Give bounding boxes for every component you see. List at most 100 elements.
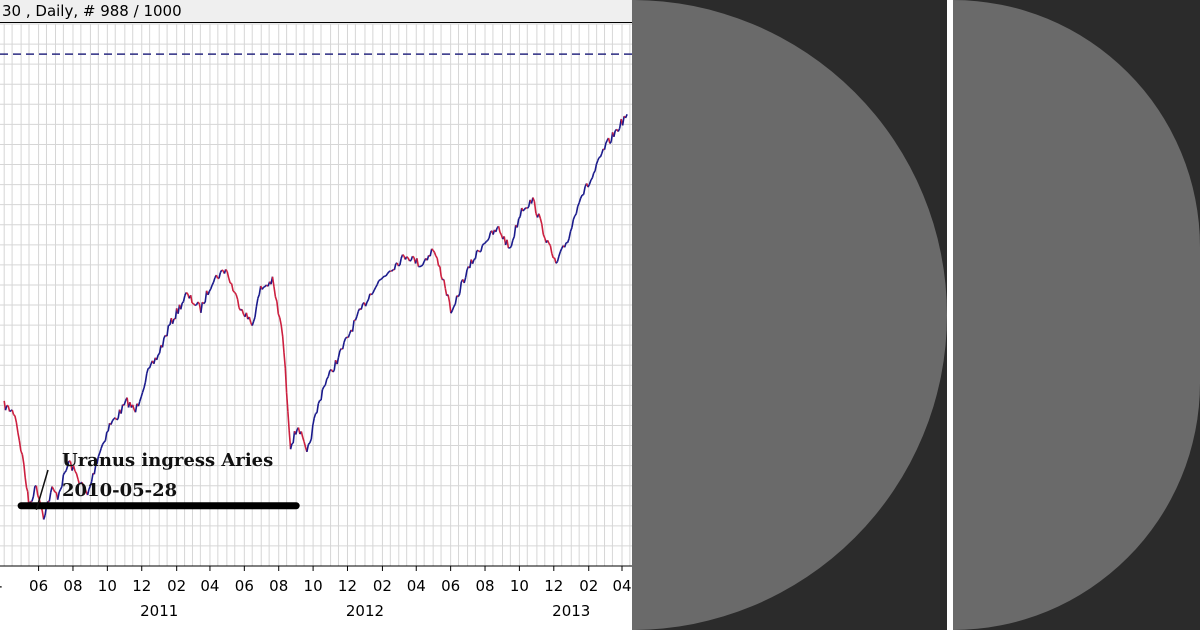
price-segment xyxy=(13,414,16,417)
price-segment xyxy=(285,392,289,412)
price-segment xyxy=(621,116,625,126)
price-segment xyxy=(499,231,503,236)
price-segment xyxy=(459,281,463,294)
price-segment xyxy=(283,352,287,369)
x-tick-label: 10 xyxy=(304,577,323,595)
price-segment xyxy=(366,299,370,303)
price-segment xyxy=(617,127,621,132)
price-segment xyxy=(393,263,397,270)
price-segment xyxy=(332,369,335,373)
price-segment xyxy=(538,213,542,219)
price-segment xyxy=(339,348,342,352)
price-segment xyxy=(72,465,76,472)
price-segment xyxy=(399,258,402,266)
chart-header-text: 30 , Daily, # 988 / 1000 xyxy=(2,2,182,20)
price-segment xyxy=(433,252,437,257)
price-segment xyxy=(303,441,307,448)
price-segment xyxy=(591,172,595,179)
price-segment xyxy=(274,296,278,302)
price-segment xyxy=(356,311,360,317)
price-segment xyxy=(598,156,601,159)
price-segment xyxy=(14,415,18,423)
price-segment xyxy=(25,487,29,492)
price-segment xyxy=(95,463,98,466)
price-segment xyxy=(351,320,355,332)
price-segment xyxy=(587,183,591,188)
price-segment xyxy=(369,293,372,296)
price-segment xyxy=(137,401,141,407)
x-tick-label: 08 xyxy=(475,577,494,595)
price-segment xyxy=(157,352,161,356)
price-segment xyxy=(230,283,234,292)
price-segment xyxy=(301,437,305,443)
price-segment xyxy=(382,275,385,278)
x-tick-label: 10 xyxy=(510,577,529,595)
price-segment xyxy=(548,242,552,247)
price-segment xyxy=(261,286,265,290)
price-segment xyxy=(219,269,223,274)
price-segment xyxy=(158,345,162,354)
price-segment xyxy=(295,429,298,435)
price-segment xyxy=(420,264,424,267)
price-segment xyxy=(579,194,583,199)
price-segment xyxy=(484,240,488,244)
price-segment xyxy=(171,318,175,325)
price-segment xyxy=(321,386,325,391)
right-panel xyxy=(632,0,1200,630)
price-segment xyxy=(225,268,228,273)
price-segment xyxy=(21,454,25,465)
price-segment xyxy=(288,430,292,450)
price-segment xyxy=(31,496,35,502)
price-segment xyxy=(444,288,448,296)
price-segment xyxy=(510,240,514,247)
x-tick-label: 02 xyxy=(579,577,598,595)
price-segment xyxy=(481,243,485,247)
x-tick-label-cutoff: - xyxy=(0,577,2,595)
price-segment xyxy=(189,295,193,304)
price-segment xyxy=(574,213,577,217)
price-segment xyxy=(233,291,237,295)
price-segment xyxy=(100,444,104,449)
price-segment xyxy=(576,202,580,207)
price-segment xyxy=(451,306,455,311)
price-segment xyxy=(386,271,390,275)
price-segment xyxy=(254,306,258,318)
price-segment xyxy=(609,141,612,144)
price-segment xyxy=(74,470,78,475)
price-segment xyxy=(480,245,484,252)
price-segment xyxy=(566,238,570,243)
price-segment xyxy=(98,447,102,454)
annotation-leader-line xyxy=(35,469,49,511)
price-segment xyxy=(84,488,88,493)
price-segment xyxy=(551,253,554,259)
price-segment xyxy=(453,303,456,308)
price-segment xyxy=(204,290,208,303)
price-segment xyxy=(370,292,374,296)
price-segment xyxy=(483,242,486,245)
price-segment xyxy=(24,477,28,488)
price-segment xyxy=(558,251,562,257)
price-segment xyxy=(477,249,481,253)
price-segment xyxy=(32,486,36,497)
price-segment xyxy=(375,284,378,288)
price-segment xyxy=(86,489,90,496)
price-segment xyxy=(436,257,440,266)
price-segment xyxy=(379,278,383,281)
price-segment xyxy=(354,316,358,321)
price-segment xyxy=(252,316,256,322)
x-year-label: 2013 xyxy=(552,602,590,620)
x-tick-label: 04 xyxy=(407,577,426,595)
price-segment xyxy=(110,420,114,425)
panel-divider xyxy=(947,0,953,630)
x-tick-label: 10 xyxy=(98,577,117,595)
price-segment xyxy=(406,256,409,259)
x-tick-label: 04 xyxy=(200,577,219,595)
price-segment xyxy=(59,485,63,490)
price-segment xyxy=(526,206,530,209)
price-segment xyxy=(341,342,345,350)
price-segment xyxy=(555,261,559,264)
price-segment xyxy=(513,225,517,237)
price-segment xyxy=(93,465,97,475)
price-segment xyxy=(101,441,105,445)
price-segment xyxy=(447,294,451,303)
